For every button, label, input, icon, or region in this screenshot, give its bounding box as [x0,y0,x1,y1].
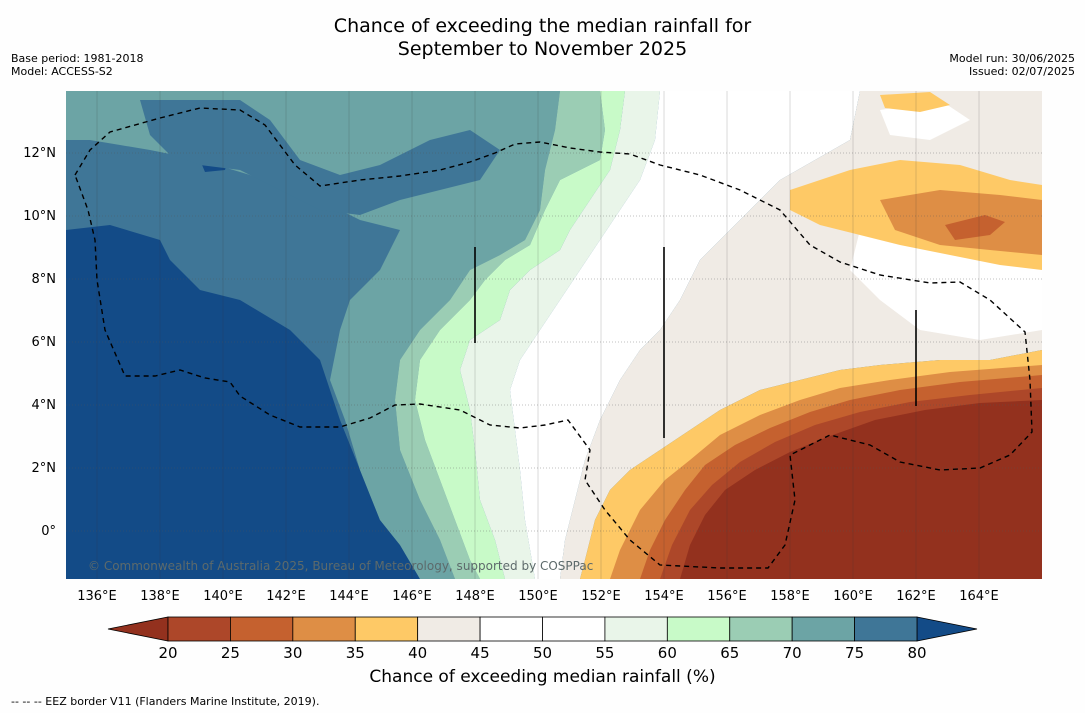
colorbar-tick-label: 50 [533,644,552,662]
colorbar-cell [417,616,481,642]
region-45-55 [510,91,860,579]
x-axis-labels: 136°E 138°E 140°E 142°E 144°E 146°E 148°… [77,589,999,604]
colorbar-cell [854,616,918,642]
colorbar-cell [604,616,668,642]
colorbar-tick-label: 60 [658,644,677,662]
x-tick-label: 148°E [455,589,495,604]
region-70-75 [66,91,560,579]
colorbar-tick-label: 40 [408,644,427,662]
x-tick-label: 142°E [266,589,306,604]
x-tick-label: 144°E [329,589,369,604]
colorbar-cell [666,616,731,642]
map-field [66,91,1042,579]
boundary-lines [474,247,917,438]
x-tick-label: 164°E [959,589,999,604]
colorbar-cell [292,616,356,642]
colorbar-cell [791,616,855,642]
colorbar-cell [542,616,606,642]
meta-right: Model run: 30/06/2025 Issued: 02/07/2025 [949,52,1075,78]
x-tick-label: 146°E [392,589,432,604]
copyright-text: © Commonwealth of Australia 2025, Bureau… [88,559,594,573]
model-text: Model: ACCESS-S2 [11,65,113,78]
colorbar-tick-label: 70 [783,644,802,662]
region-75-80-blob [140,100,500,215]
eez-footnote: -- -- -- EEZ border V11 (Flanders Marine… [11,695,320,708]
colorbar-cell [167,616,231,642]
colorbar-under-arrow [107,616,169,642]
y-tick-label: 6°N [32,335,57,350]
region-60-65 [415,91,625,579]
x-tick-label: 140°E [203,589,243,604]
y-tick-label: 4°N [32,398,57,413]
colorbar-tick-label: 25 [221,644,240,662]
colorbar-tick-label: 30 [283,644,302,662]
colorbar-cell [354,616,419,642]
eez-border [74,107,1033,569]
colorbar-cells [167,616,918,642]
colorbar-cell [729,616,793,642]
region-65-70 [395,91,605,579]
x-tick-label: 138°E [140,589,180,604]
colorbar-tick-label: 45 [471,644,490,662]
colorbar-title: Chance of exceeding median rainfall (%) [369,667,716,687]
map-title-line-1: Chance of exceeding the median rainfall … [333,15,752,37]
region-above-80-west [66,225,420,579]
meta-left: Base period: 1981-2018 Model: ACCESS-S2 [11,52,143,78]
x-tick-label: 160°E [833,589,873,604]
colorbar-cell [230,616,294,642]
y-tick-label: 0° [41,524,56,539]
x-tick-label: 136°E [77,589,117,604]
colorbar-tick-label: 55 [595,644,614,662]
colorbar-tick-label: 20 [158,644,177,662]
y-tick-label: 8°N [32,272,57,287]
gridlines [66,152,1042,532]
region-below-20 [680,400,1042,579]
x-tick-label: 162°E [896,589,936,604]
region-25-30-north [945,215,1005,240]
model-run-text: Model run: 30/06/2025 [949,52,1075,65]
colorbar: 20 25 30 35 40 45 50 55 60 65 70 75 80 [107,616,978,662]
colorbar-tick-label: 80 [907,644,926,662]
x-tick-label: 156°E [707,589,747,604]
x-tick-label: 152°E [581,589,621,604]
colorbar-over-arrow [916,616,978,642]
y-axis-labels: 12°N 10°N 8°N 6°N 4°N 2°N 0° [23,146,56,539]
issued-text: Issued: 02/07/2025 [968,65,1075,78]
colorbar-tick-label: 35 [346,644,365,662]
colorbar-tick-label: 65 [720,644,739,662]
region-55-60 [460,91,660,579]
y-tick-label: 10°N [23,209,56,224]
colorbar-ticks: 20 25 30 35 40 45 50 55 60 65 70 75 80 [158,644,926,662]
colorbar-cell [479,616,543,642]
x-tick-label: 150°E [518,589,558,604]
y-tick-label: 12°N [23,146,56,161]
map-title-line-2: September to November 2025 [397,38,688,60]
base-period-text: Base period: 1981-2018 [11,52,144,65]
y-tick-label: 2°N [32,461,57,476]
colorbar-tick-label: 75 [845,644,864,662]
x-tick-label: 154°E [644,589,684,604]
x-tick-label: 158°E [770,589,810,604]
